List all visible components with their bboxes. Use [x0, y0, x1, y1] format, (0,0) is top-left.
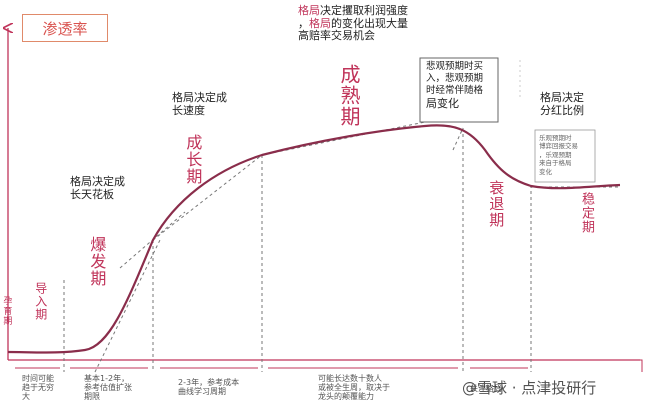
phase-burst: 爆发期: [87, 236, 107, 287]
annotation-top: 格局决定攫取利润强度 ，格局的变化出现大量 高赔率交易机会: [298, 4, 408, 43]
bottom-note-mature: 可能长达数十数人 或被全生周，取决于 龙头的颠覆能力: [318, 374, 390, 402]
phase-gestation: 孕育期: [1, 296, 12, 326]
peak-note-box: [419, 57, 499, 123]
annotation-peak-box: 悲观预期时买 入，悲观预期 时经常伴随格 局变化: [426, 61, 484, 110]
watermark: @雪球 · 点津投研行: [462, 379, 597, 397]
annotation-small-box: 乐观预期时 博弈回报交易 ，乐观预期 来自于格局 变化: [539, 134, 578, 176]
bottom-note-burst: 基本1-2年， 参考估值扩张 期限: [84, 374, 132, 402]
small-note-box: [534, 129, 596, 183]
bottom-note-growth: 2-3年，参考成本 曲线学习周期: [178, 378, 240, 397]
chart-title: 渗透率: [22, 14, 108, 42]
phase-dividers: [63, 128, 532, 372]
bottom-note-decline: 关注格局: [470, 384, 502, 393]
phase-mature: 成熟期: [337, 64, 361, 127]
phase-stable: 稳定期: [578, 192, 594, 234]
annotation-ceiling: 格局决定成 长天花板: [70, 175, 125, 201]
lifecycle-curve: [7, 124, 621, 354]
bottom-note-gestation: 时间可能 趋于无穷 大: [22, 374, 54, 402]
phase-growth: 成长期: [183, 134, 203, 185]
phase-intro: 导入期: [33, 282, 48, 321]
annotation-dividend: 格局决定 分红比例: [540, 91, 584, 117]
phase-decline: 衰退期: [487, 180, 506, 228]
annotation-speed: 格局决定成 长速度: [172, 91, 227, 117]
